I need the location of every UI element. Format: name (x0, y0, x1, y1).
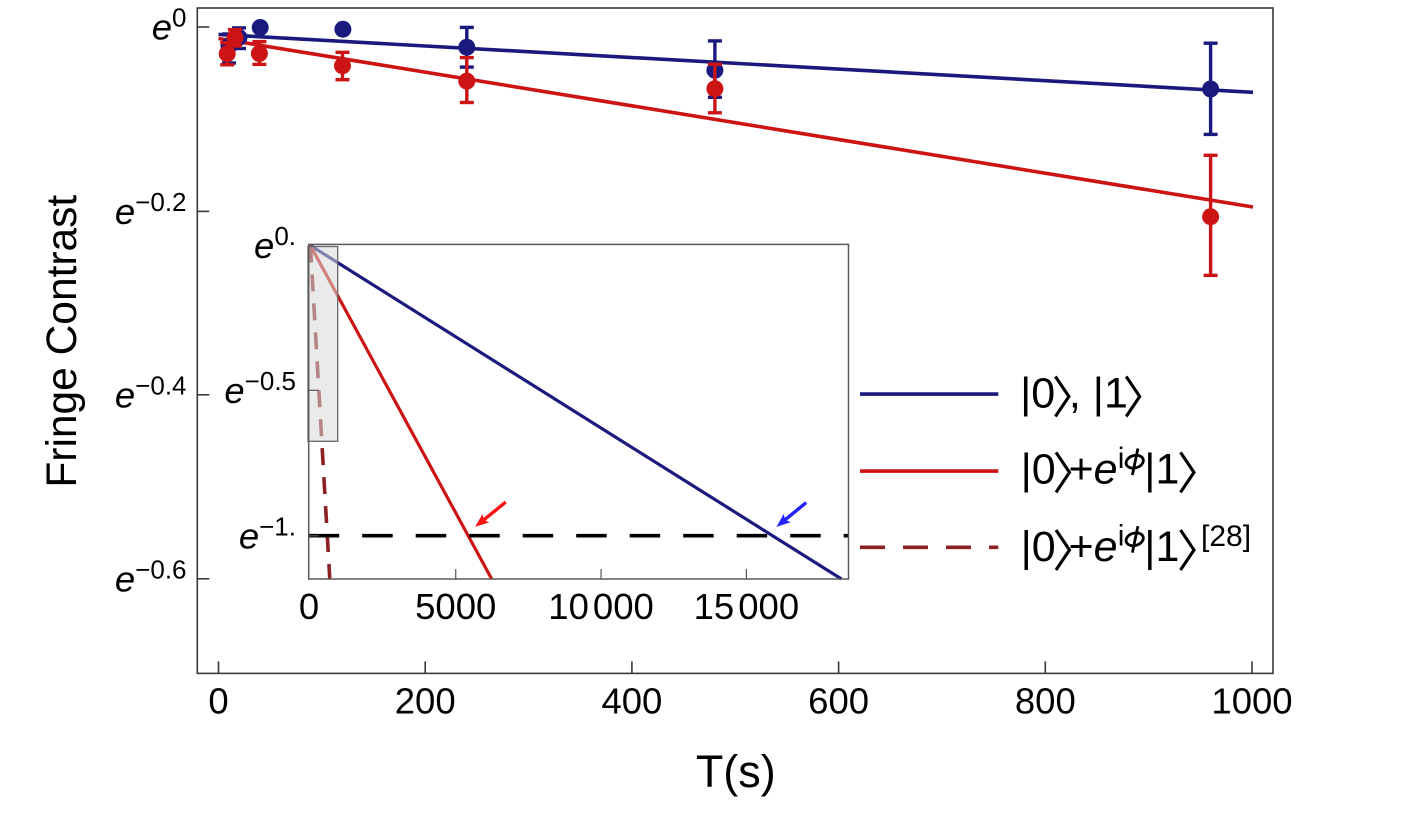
svg-text:|0: |0 (1020, 370, 1055, 418)
svg-text:e−0.4: e−0.4 (115, 370, 187, 415)
svg-text:+e: +e (1069, 523, 1118, 571)
svg-text:Fringe Contrast: Fringe Contrast (39, 195, 86, 488)
svg-text:+e: +e (1069, 445, 1118, 493)
svg-text:i: i (1118, 520, 1125, 553)
svg-text:1000: 1000 (1211, 681, 1292, 722)
svg-text:e0: e0 (152, 3, 187, 48)
svg-text:e−0.5: e−0.5 (224, 366, 296, 411)
svg-text:, |1: , |1 (1069, 370, 1128, 418)
svg-text:|0: |0 (1021, 445, 1056, 493)
svg-text:e−0.2: e−0.2 (115, 187, 187, 232)
svg-text:0: 0 (299, 586, 319, 627)
svg-text:e−1.: e−1. (239, 511, 296, 556)
svg-text:i: i (1118, 442, 1125, 475)
svg-text:[28]: [28] (1201, 520, 1251, 553)
svg-text:e−0.6: e−0.6 (115, 554, 187, 599)
svg-text:200: 200 (395, 681, 456, 722)
svg-text:0: 0 (208, 681, 228, 722)
svg-text:800: 800 (1015, 681, 1076, 722)
svg-text:|1: |1 (1144, 523, 1179, 571)
svg-text:600: 600 (808, 681, 869, 722)
svg-text:e0.: e0. (254, 221, 296, 266)
svg-text:5000: 5000 (415, 586, 496, 627)
svg-text:|1: |1 (1144, 445, 1179, 493)
svg-text:T(s): T(s) (696, 746, 776, 797)
svg-text:400: 400 (601, 681, 662, 722)
svg-text:|0: |0 (1021, 523, 1056, 571)
